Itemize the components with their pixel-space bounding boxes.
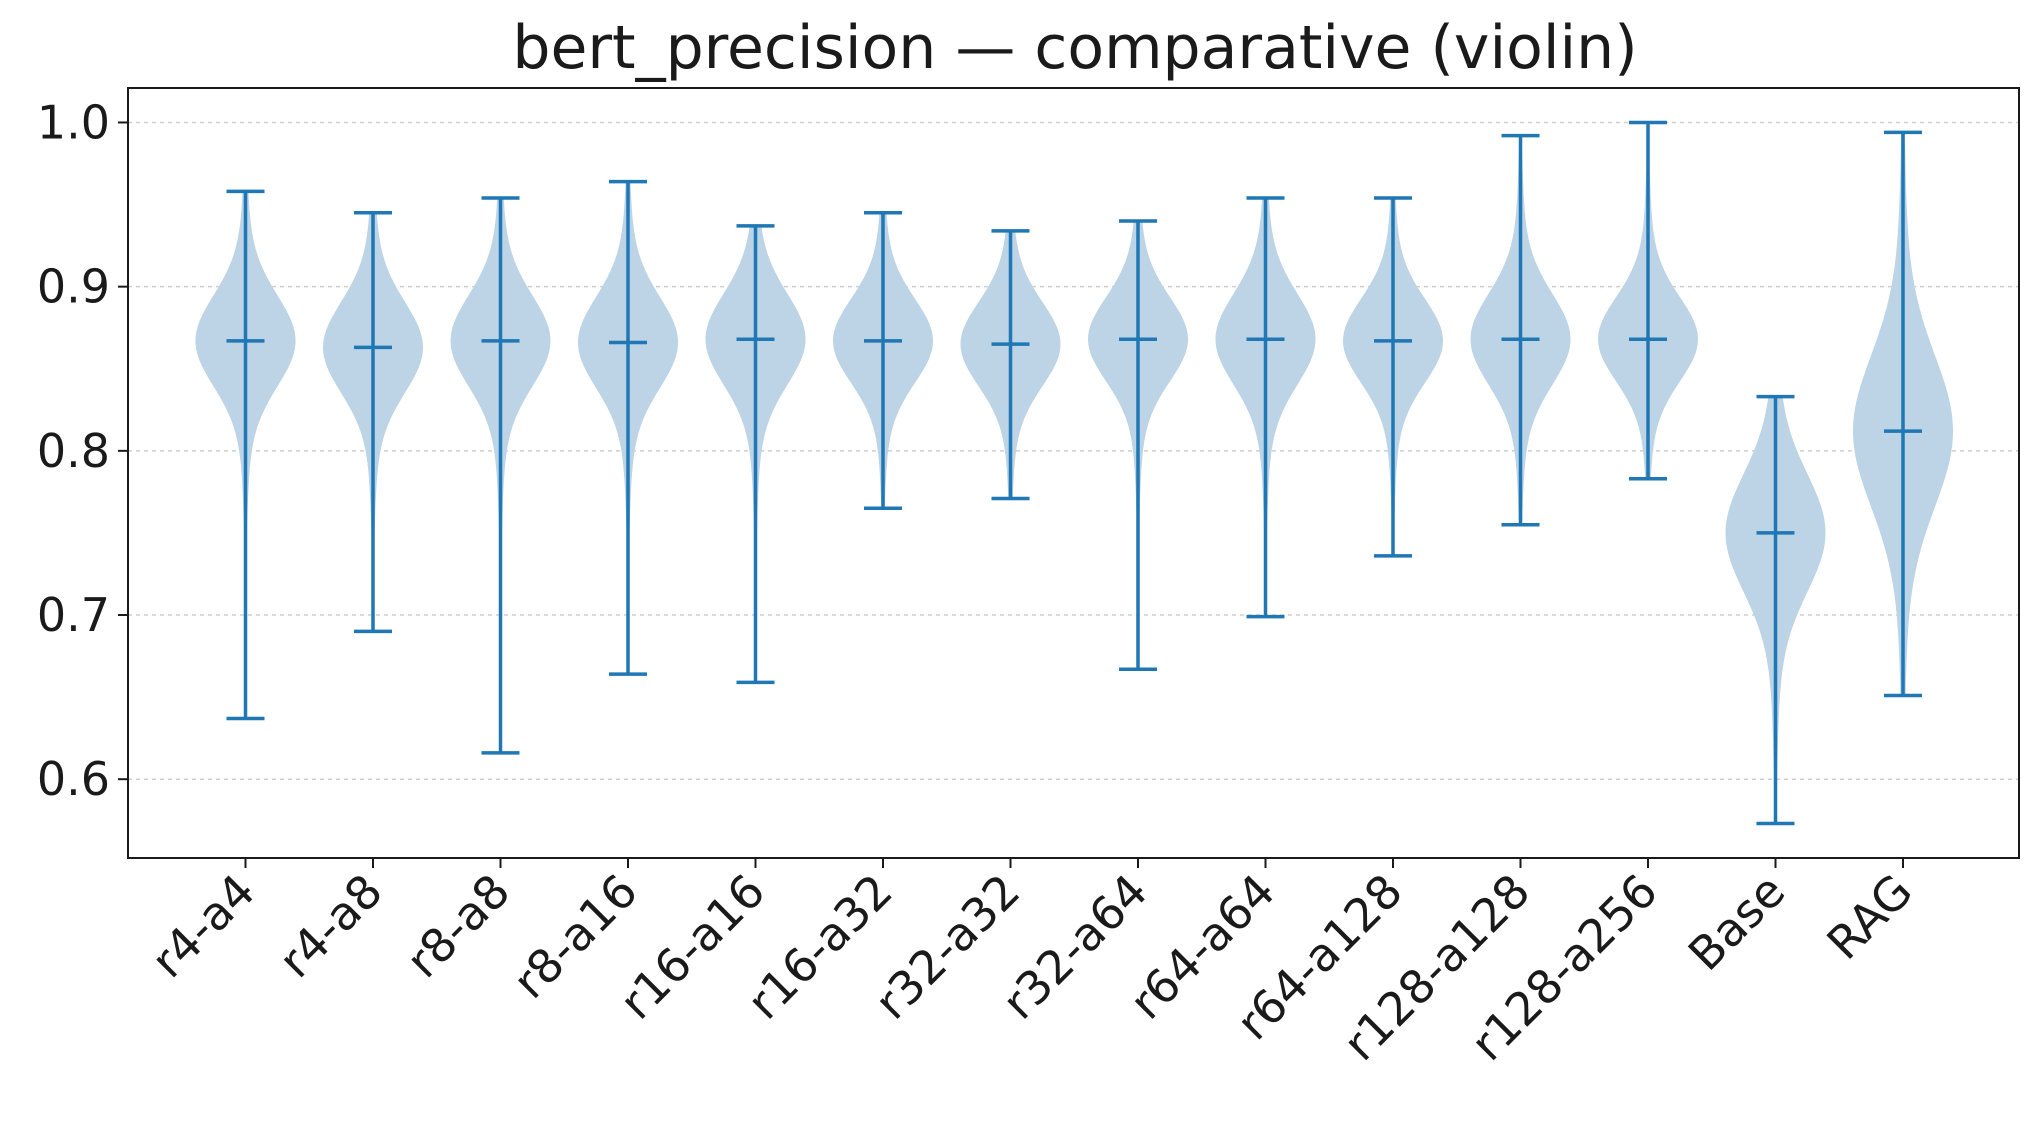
x-tick-label: r8-a8 [396,864,521,989]
y-tick-label: 0.6 [37,752,110,806]
chart-title: bert_precision — comparative (violin) [512,13,1637,83]
violins [195,122,1953,824]
y-tick-label: 0.7 [37,588,110,642]
y-tick-label: 0.9 [37,260,110,314]
y-tick-label: 0.8 [37,424,110,478]
y-axis: 0.6 0.7 0.8 0.9 1.0 [37,95,128,806]
grid-lines [128,121,2019,780]
x-tick-label: r4-a4 [141,864,266,989]
x-tick-label: RAG [1816,864,1922,970]
x-axis: r4-a4 r4-a8 r8-a8r8-a16r16-a16r16-a32r32-a… [141,858,1923,1071]
y-tick-label: 1.0 [37,95,110,149]
x-tick-label: Base [1678,864,1795,981]
x-tick-label: r4-a8 [268,864,393,989]
whiskers [226,120,1922,826]
plot-frame [127,87,2020,859]
